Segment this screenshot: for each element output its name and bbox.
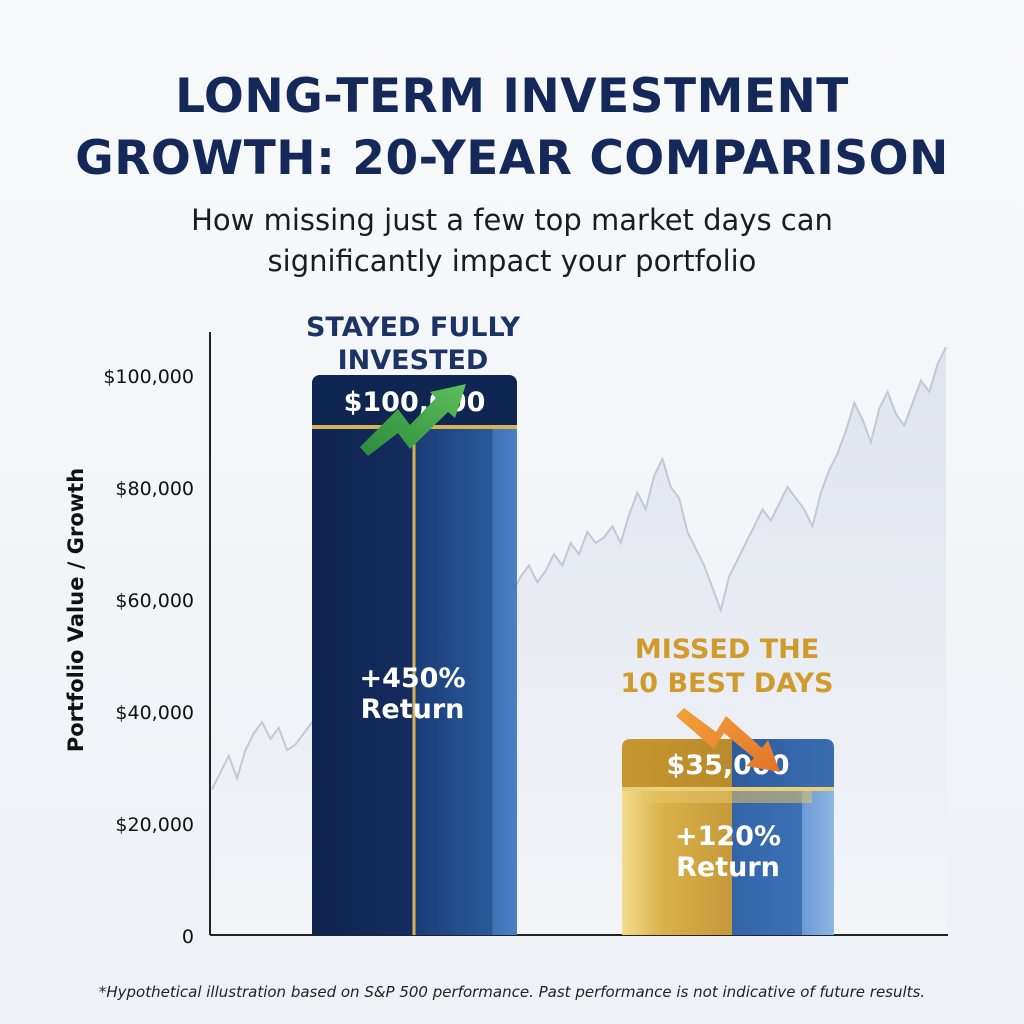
- bar-heading-line-2: 10 BEST DAYS: [621, 668, 834, 699]
- y-axis-ticks: 0 $20,000 $40,000 $60,000 $80,000 $100,000: [103, 366, 194, 948]
- chart-title-line-1: LONG-TERM INVESTMENT: [175, 69, 849, 124]
- chart-title-line-2: GROWTH: 20-YEAR COMPARISON: [75, 131, 949, 186]
- bar-heading-line-1: MISSED THE: [635, 634, 819, 665]
- chart-subtitle-line-2: significantly impact your portfolio: [267, 244, 757, 278]
- chart-subtitle-line-1: How missing just a few top market days c…: [191, 203, 833, 237]
- bar-heading-line-2: INVESTED: [338, 345, 489, 376]
- footnote: *Hypothetical illustration based on S&P …: [98, 983, 926, 1001]
- bar-return-percent: +120%: [675, 821, 781, 852]
- bar-value-cap: [312, 375, 517, 425]
- trend-down-arrow-icon: [676, 708, 780, 772]
- y-axis-label: Portfolio Value / Growth: [64, 468, 88, 752]
- bar-return-label: Return: [676, 852, 780, 883]
- bar-value-cap: [622, 739, 834, 787]
- chart-subtitle: How missing just a few top market days c…: [0, 200, 1024, 282]
- bar-return-label: Return: [361, 694, 465, 725]
- bar-value-label: $100,000: [344, 387, 486, 418]
- bar-cap-stripe: [622, 787, 834, 791]
- bar-shelf: [644, 791, 812, 803]
- y-tick-label: $80,000: [115, 478, 194, 500]
- y-tick-label: $40,000: [115, 702, 194, 724]
- y-tick-label: 0: [182, 926, 194, 948]
- bar-heading-line-1: STAYED FULLY: [306, 312, 520, 343]
- y-tick-label: $20,000: [115, 814, 194, 836]
- bar-return-percent: +450%: [359, 663, 465, 694]
- y-tick-label: $60,000: [115, 590, 194, 612]
- chart-title: LONG-TERM INVESTMENT GROWTH: 20-YEAR COM…: [0, 66, 1024, 190]
- y-tick-label: $100,000: [103, 366, 194, 388]
- trend-up-arrow-icon: [360, 384, 466, 456]
